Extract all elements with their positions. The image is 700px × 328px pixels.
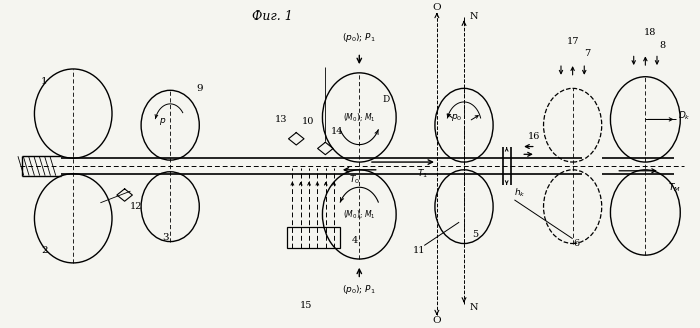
Bar xyxy=(286,227,340,248)
Text: O: O xyxy=(433,3,441,12)
Text: $p_0$: $p_0$ xyxy=(451,112,462,123)
Text: O: O xyxy=(433,316,441,325)
Text: 1: 1 xyxy=(41,77,48,86)
Text: $(p_0)$; $P_1$: $(p_0)$; $P_1$ xyxy=(342,283,376,296)
Text: $T_M$: $T_M$ xyxy=(668,181,681,194)
Text: 18: 18 xyxy=(644,28,657,37)
Text: 15: 15 xyxy=(300,301,312,310)
Text: 11: 11 xyxy=(413,246,426,255)
Text: $h_k$: $h_k$ xyxy=(514,187,526,199)
Text: $T_1$: $T_1$ xyxy=(416,168,428,180)
Text: N: N xyxy=(470,12,478,21)
Text: 8: 8 xyxy=(659,41,666,50)
Text: 17: 17 xyxy=(566,37,579,46)
Text: 9: 9 xyxy=(196,84,202,93)
Text: $T_0$: $T_0$ xyxy=(349,173,360,186)
Text: 2: 2 xyxy=(41,246,48,255)
Text: 6: 6 xyxy=(573,239,580,248)
Text: N: N xyxy=(470,303,478,312)
Text: $(p_0)$; $P_1$: $(p_0)$; $P_1$ xyxy=(342,31,376,44)
Text: 13: 13 xyxy=(274,115,287,124)
Text: 16: 16 xyxy=(528,133,540,141)
Text: D: D xyxy=(383,95,390,105)
Text: 3: 3 xyxy=(162,233,169,242)
Text: 5: 5 xyxy=(473,230,479,239)
Text: 10: 10 xyxy=(302,117,314,126)
Text: Фиг. 1: Фиг. 1 xyxy=(251,10,293,23)
Text: 7: 7 xyxy=(584,49,590,58)
Text: $(M_0)$; $M_1$: $(M_0)$; $M_1$ xyxy=(343,208,376,220)
Text: 12: 12 xyxy=(130,202,143,211)
Text: $(M_0)$; $M_1$: $(M_0)$; $M_1$ xyxy=(343,112,376,123)
Text: 14: 14 xyxy=(330,127,343,135)
Text: 4: 4 xyxy=(351,236,358,245)
Text: $D_k$: $D_k$ xyxy=(678,109,691,122)
Text: $p$: $p$ xyxy=(159,116,166,127)
